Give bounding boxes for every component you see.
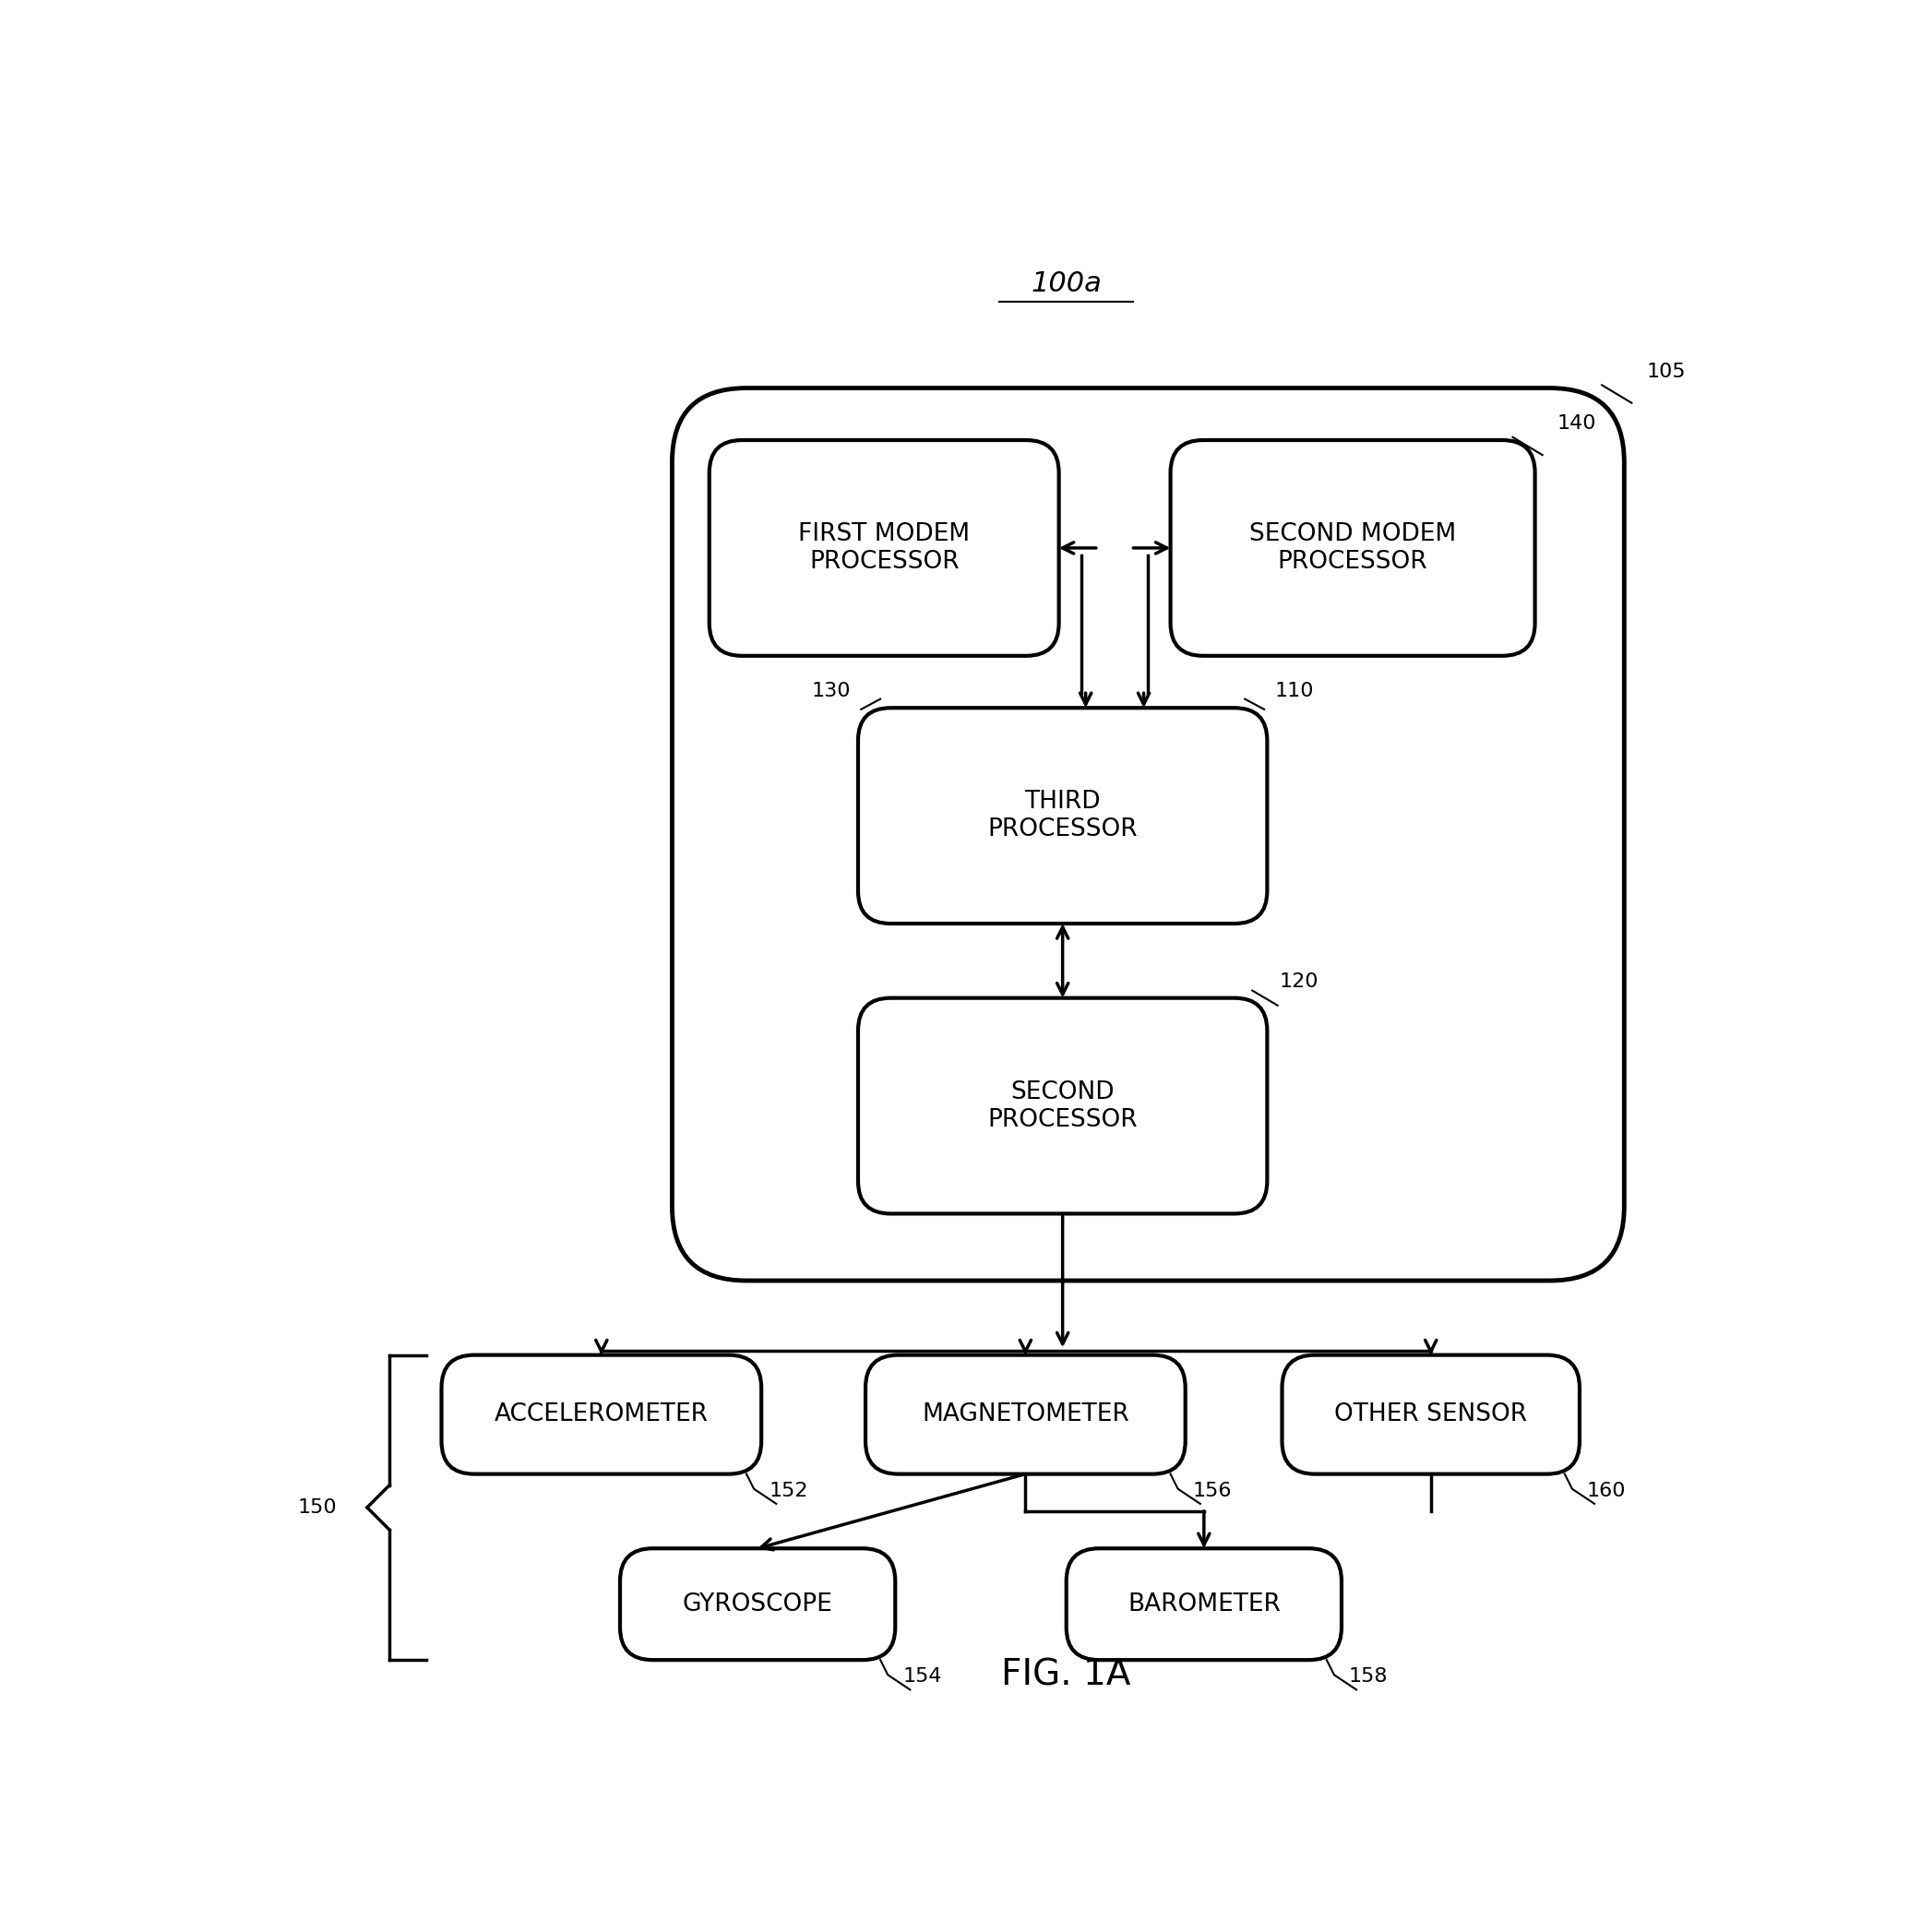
Text: ACCELEROMETER: ACCELEROMETER <box>494 1403 709 1426</box>
FancyBboxPatch shape <box>859 999 1268 1213</box>
FancyBboxPatch shape <box>859 707 1268 923</box>
Text: GYROSCOPE: GYROSCOPE <box>682 1592 832 1617</box>
FancyBboxPatch shape <box>442 1354 761 1474</box>
Text: MAGNETOMETER: MAGNETOMETER <box>922 1403 1130 1426</box>
Text: 140: 140 <box>1558 413 1596 433</box>
Text: 156: 156 <box>1193 1482 1231 1499</box>
Text: 158: 158 <box>1349 1667 1389 1687</box>
FancyBboxPatch shape <box>866 1354 1185 1474</box>
Text: 110: 110 <box>1276 682 1314 701</box>
Text: 130: 130 <box>811 682 851 701</box>
FancyBboxPatch shape <box>709 440 1058 655</box>
FancyBboxPatch shape <box>1066 1548 1341 1660</box>
FancyBboxPatch shape <box>620 1548 895 1660</box>
Text: FIRST MODEM
PROCESSOR: FIRST MODEM PROCESSOR <box>799 522 970 574</box>
FancyBboxPatch shape <box>1170 440 1535 655</box>
Text: 100a: 100a <box>1032 270 1103 298</box>
Text: 152: 152 <box>768 1482 809 1499</box>
Text: 120: 120 <box>1279 972 1318 991</box>
Text: FIG. 1A: FIG. 1A <box>1001 1658 1131 1692</box>
Text: 150: 150 <box>298 1497 338 1517</box>
Text: BAROMETER: BAROMETER <box>1128 1592 1281 1617</box>
FancyBboxPatch shape <box>1281 1354 1579 1474</box>
Text: SECOND
PROCESSOR: SECOND PROCESSOR <box>987 1080 1137 1132</box>
Text: 154: 154 <box>903 1667 941 1687</box>
Text: 105: 105 <box>1646 361 1687 381</box>
Text: OTHER SENSOR: OTHER SENSOR <box>1335 1403 1527 1426</box>
FancyBboxPatch shape <box>672 388 1625 1281</box>
Text: 160: 160 <box>1587 1482 1627 1499</box>
Text: SECOND MODEM
PROCESSOR: SECOND MODEM PROCESSOR <box>1249 522 1456 574</box>
Text: THIRD
PROCESSOR: THIRD PROCESSOR <box>987 790 1137 842</box>
